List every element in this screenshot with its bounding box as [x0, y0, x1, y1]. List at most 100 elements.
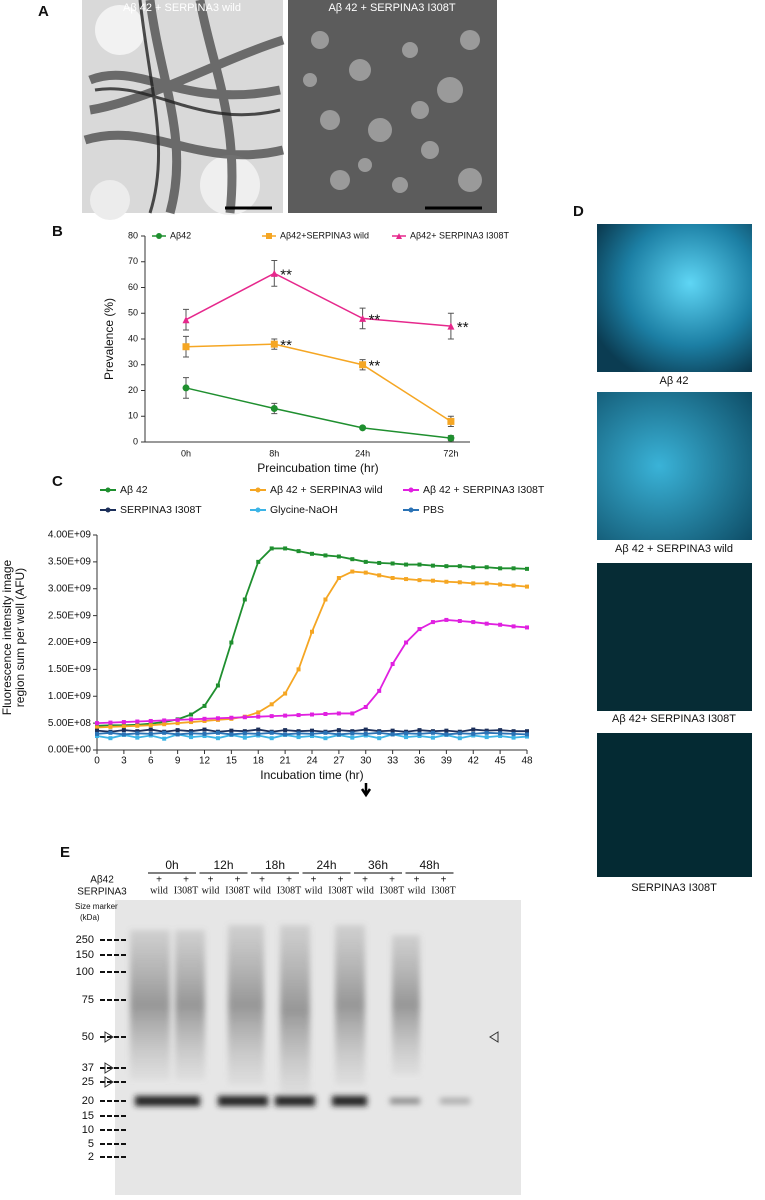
marker	[148, 727, 153, 732]
marker	[242, 597, 247, 602]
x-tick-label: 3	[121, 756, 127, 767]
marker	[447, 417, 455, 425]
marker	[283, 546, 288, 551]
marker	[525, 566, 529, 571]
marker	[511, 566, 516, 571]
marker	[447, 434, 455, 442]
image-title: Aβ 42 + SERPINA3 I308T	[328, 2, 455, 14]
marker	[323, 736, 328, 741]
lane-label: wild	[253, 885, 271, 896]
lane-plus: +	[311, 875, 317, 886]
marker	[121, 720, 126, 725]
lane-plus: +	[441, 875, 447, 886]
marker	[363, 559, 368, 564]
x-tick-label: 24h	[355, 448, 370, 458]
x-tick-label: 48	[521, 756, 533, 767]
arrow	[360, 783, 372, 798]
marker	[498, 622, 503, 627]
lane-plus: +	[156, 875, 162, 886]
marker	[135, 735, 140, 740]
x-tick-label: 39	[441, 756, 453, 767]
y-tick-label: 0.00E+00	[48, 745, 92, 756]
y-tick-label: 1.50E+09	[48, 664, 92, 675]
marker	[121, 732, 126, 737]
x-tick-label: 30	[360, 756, 372, 767]
western-blot	[115, 900, 521, 1195]
y-tick-label: 70	[128, 256, 138, 266]
marker	[156, 233, 162, 239]
marker	[498, 728, 503, 733]
marker	[390, 561, 395, 566]
marker	[525, 734, 529, 739]
y-tick-label: 3.00E+09	[48, 583, 92, 594]
size-marker: 37	[82, 1062, 94, 1074]
marker	[229, 640, 234, 645]
marker	[447, 322, 455, 330]
marker	[471, 727, 476, 732]
marker	[471, 620, 476, 625]
annotation: **	[369, 358, 381, 375]
marker	[471, 731, 476, 736]
marker-title: (kDa)	[80, 913, 100, 922]
marker	[363, 705, 368, 709]
marker	[189, 731, 194, 736]
marker	[162, 722, 167, 727]
marker	[108, 736, 113, 741]
marker	[350, 731, 355, 736]
y-tick-label: 4.00E+09	[48, 530, 92, 541]
legend-marker	[408, 507, 414, 513]
lane-plus: +	[389, 875, 395, 886]
marker	[430, 578, 435, 583]
marker	[108, 720, 113, 725]
marker	[242, 729, 247, 734]
marker	[390, 662, 395, 666]
marker	[202, 727, 207, 732]
marker	[484, 621, 489, 626]
series-line	[185, 387, 451, 439]
marker	[363, 570, 368, 575]
marker	[350, 735, 355, 740]
time-label: 36h	[368, 858, 388, 872]
annotation: **	[280, 337, 292, 354]
marker	[417, 734, 422, 739]
series-line	[96, 570, 528, 729]
marker	[296, 713, 301, 718]
marker	[283, 728, 288, 733]
marker	[323, 553, 328, 558]
marker	[525, 732, 529, 737]
marker	[444, 564, 449, 569]
marker	[269, 702, 274, 707]
marker	[417, 728, 422, 733]
lane-plus: +	[362, 875, 368, 886]
size-marker: 250	[76, 934, 94, 946]
marker	[310, 728, 314, 733]
marker	[242, 715, 247, 720]
lane-plus: +	[338, 875, 344, 886]
marker	[162, 718, 167, 723]
legend-marker	[408, 487, 414, 493]
legend-label: PBS	[423, 504, 444, 516]
marker	[444, 732, 449, 737]
marker	[135, 719, 140, 724]
x-tick-label: 45	[495, 756, 507, 767]
marker	[310, 712, 314, 717]
marker	[498, 582, 503, 587]
marker	[323, 730, 328, 735]
size-marker: 150	[76, 949, 94, 961]
marker	[359, 361, 367, 369]
x-tick-label: 0h	[181, 448, 191, 458]
y-tick-label: 2.00E+09	[48, 637, 92, 648]
marker	[390, 732, 395, 737]
series-line	[185, 272, 451, 327]
marker	[296, 731, 301, 736]
size-marker: 2	[88, 1151, 94, 1163]
x-tick-label: 9	[175, 756, 181, 767]
marker	[457, 619, 462, 623]
arrowhead	[104, 1076, 114, 1088]
annotation: **	[369, 311, 381, 328]
marker	[189, 720, 194, 725]
marker	[336, 711, 341, 716]
size-marker: 15	[82, 1110, 94, 1122]
annotation: **	[457, 319, 469, 336]
panel-label: D	[573, 203, 584, 220]
